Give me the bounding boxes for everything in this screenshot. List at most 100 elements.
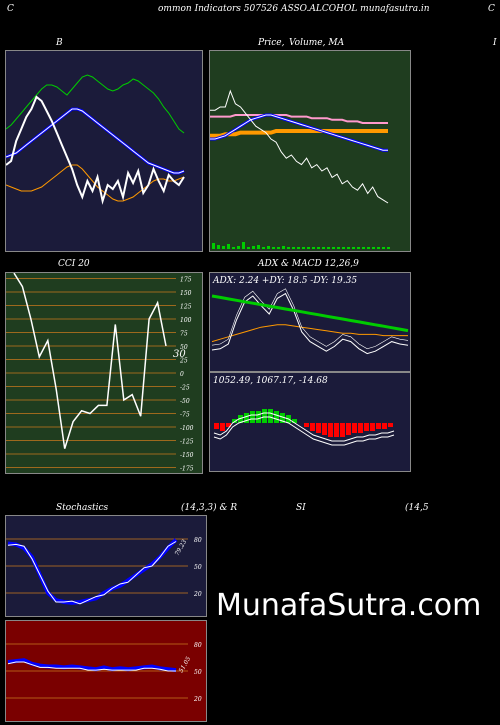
price-ma-long bbox=[210, 114, 388, 124]
volume-bar bbox=[237, 246, 240, 249]
macd-histogram-bar bbox=[364, 423, 369, 431]
adx-plus-di-line-shadow bbox=[211, 288, 409, 350]
stoch-d-line bbox=[7, 538, 178, 605]
cci-panel: 175 150 125 100 75 50 25 0 -25 -50 -75 -100 -125 -150… bbox=[5, 272, 203, 474]
macd-histogram-bar bbox=[328, 423, 333, 437]
macd-histogram-bar bbox=[274, 411, 279, 423]
volume-bar bbox=[282, 246, 285, 249]
cci-line bbox=[13, 272, 167, 449]
macd-histogram-bar bbox=[292, 419, 297, 423]
cci-tick-label: 175 bbox=[180, 277, 192, 284]
macd-histogram-bar bbox=[262, 409, 267, 423]
volume-bar bbox=[367, 247, 370, 249]
macd-histogram-bar bbox=[382, 423, 387, 429]
rsi-tick-label: 20 bbox=[193, 696, 202, 703]
cci-tick-label: 150 bbox=[180, 290, 192, 297]
volume-bar bbox=[227, 244, 230, 249]
cci-tick-label: 125 bbox=[180, 304, 192, 311]
rsi-title: SI bbox=[296, 503, 306, 513]
rsi-line bbox=[7, 661, 176, 672]
volume-bar bbox=[252, 246, 255, 249]
bollinger-middle-band-core bbox=[5, 108, 185, 174]
volume-bar bbox=[362, 247, 365, 249]
stoch-k-line bbox=[7, 541, 177, 605]
bollinger-panel bbox=[5, 50, 203, 252]
cci-tick-label: -175 bbox=[180, 466, 194, 473]
cci-chart: 175 150 125 100 75 50 25 0 -25 -50 -75 -100 -125 -150… bbox=[6, 272, 194, 473]
stochastics-title: Stochastics bbox=[56, 503, 109, 513]
volume-bar bbox=[342, 247, 345, 249]
price-ma-mid bbox=[210, 129, 388, 138]
cci-tick-label: 75 bbox=[180, 331, 188, 338]
cci-tick-label: 100 bbox=[180, 317, 192, 324]
volume-bar bbox=[267, 246, 270, 249]
adx-readout: ADX: 2.24 +DY: 18.5 -DY: 19.35 bbox=[213, 276, 358, 286]
macd-line bbox=[213, 412, 395, 442]
header-right-letter: C bbox=[488, 4, 495, 14]
macd-histogram-bar bbox=[214, 423, 219, 429]
cci-tick-label: 0 bbox=[180, 371, 184, 378]
bollinger-title: B bbox=[56, 38, 63, 48]
stoch-tick-label: 50 bbox=[194, 564, 202, 571]
cci-tick-label: -75 bbox=[180, 412, 190, 419]
bollinger-price-line bbox=[5, 95, 185, 205]
cci-tick-label: -100 bbox=[180, 425, 194, 432]
macd-histogram-bar bbox=[370, 423, 375, 431]
volume-bar bbox=[387, 247, 390, 249]
macd-histogram-bar bbox=[310, 423, 315, 431]
macd-histogram-bar bbox=[232, 419, 237, 423]
stoch-params: (14,3,3) & R bbox=[181, 503, 238, 513]
volume-bar bbox=[382, 247, 385, 249]
volume-bar bbox=[277, 247, 280, 249]
volume-bar bbox=[242, 242, 245, 249]
volume-bar bbox=[332, 247, 335, 249]
macd-histogram-bar bbox=[268, 409, 273, 423]
macd-histogram-bar bbox=[238, 415, 243, 423]
macd-readout: 1052.49, 1067.17, -14.68 bbox=[213, 376, 328, 386]
volume-bar bbox=[292, 247, 295, 249]
adx-chart bbox=[211, 288, 409, 355]
volume-bar bbox=[217, 245, 220, 249]
watermark: MunafaSutra.com bbox=[216, 588, 482, 623]
rsi-panel: 80 50 20 51.05 bbox=[5, 620, 207, 722]
cci-tick-label: -50 bbox=[180, 398, 190, 405]
volume-bar bbox=[307, 247, 310, 249]
macd-panel bbox=[209, 372, 411, 472]
macd-histogram-bar bbox=[358, 423, 363, 433]
macd-histogram-bar bbox=[304, 423, 309, 427]
volume-bar bbox=[322, 247, 325, 249]
macd-histogram-bar bbox=[322, 423, 327, 435]
volume-bar bbox=[357, 247, 360, 249]
cci-tick-label: 50 bbox=[180, 344, 188, 351]
adx-macd-title: ADX & MACD 12,26,9 bbox=[258, 259, 359, 269]
rsi-chart: 80 50 20 51.05 bbox=[6, 642, 202, 703]
header-title: ommon Indicators 507526 ASSO.ALCOHOL mun… bbox=[158, 4, 430, 14]
volume-bar bbox=[287, 247, 290, 249]
volume-bar bbox=[302, 247, 305, 249]
volume-bar bbox=[257, 245, 260, 249]
header-left-letter: C bbox=[7, 4, 14, 14]
cci-tick-label: -125 bbox=[180, 439, 194, 446]
volume-bar bbox=[317, 247, 320, 249]
price-title: Price, bbox=[258, 38, 285, 48]
stoch-tick-label: 80 bbox=[194, 537, 202, 544]
bollinger-upper-band bbox=[5, 74, 185, 134]
volume-bar bbox=[377, 247, 380, 249]
volume-bar bbox=[212, 243, 215, 249]
volume-bar bbox=[312, 247, 315, 249]
rsi-signal-line bbox=[7, 658, 177, 673]
volume-bar bbox=[347, 247, 350, 249]
cci-title: CCI 20 bbox=[58, 259, 90, 269]
macd-histogram-bar bbox=[352, 423, 357, 433]
macd-histogram-bar bbox=[334, 423, 339, 437]
volume-bar bbox=[297, 247, 300, 249]
cci-tick-label: 25 bbox=[179, 358, 188, 365]
rsi-value-label: 51.05 bbox=[178, 655, 193, 674]
macd-histogram-bar bbox=[256, 411, 261, 423]
macd-histogram-bar bbox=[388, 423, 393, 427]
stochastics-panel: 80 50 20 79.23 bbox=[5, 515, 207, 617]
macd-histogram-bar bbox=[340, 423, 345, 437]
volume-bar bbox=[222, 246, 225, 249]
adx-panel bbox=[209, 272, 411, 372]
